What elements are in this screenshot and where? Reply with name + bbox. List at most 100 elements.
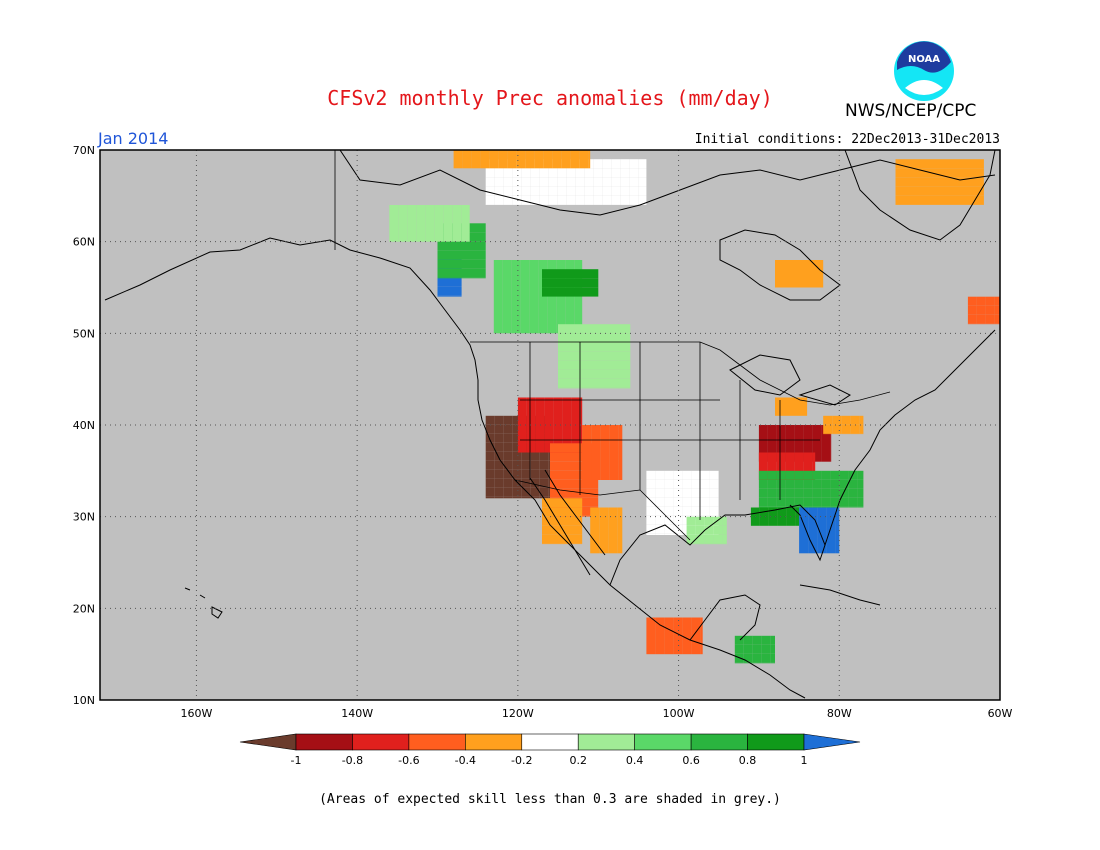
anomaly-cell bbox=[691, 644, 701, 654]
anomaly-cell bbox=[558, 351, 567, 361]
anomaly-cell bbox=[608, 507, 618, 517]
anomaly-cell bbox=[558, 369, 567, 379]
anomaly-cell bbox=[761, 635, 771, 645]
anomaly-cell bbox=[585, 387, 594, 389]
anomaly-cell bbox=[621, 369, 630, 379]
state-lines bbox=[520, 342, 820, 520]
anomaly-cell bbox=[567, 360, 576, 370]
anomaly-cell bbox=[602, 204, 612, 205]
anomaly-cell bbox=[502, 314, 512, 323]
anomaly-cell bbox=[526, 433, 536, 443]
anomaly-cell bbox=[494, 415, 504, 425]
anomaly-cell bbox=[559, 452, 568, 462]
anomaly-cell bbox=[566, 186, 576, 196]
anomaly-cell bbox=[570, 150, 580, 159]
anomaly-cell bbox=[664, 470, 674, 480]
anomaly-cell bbox=[841, 424, 851, 434]
anomaly-cell bbox=[967, 186, 977, 196]
anomaly-cell bbox=[949, 195, 959, 205]
anomaly-cell bbox=[803, 470, 813, 480]
anomaly-cell bbox=[700, 479, 710, 489]
anomaly-cell bbox=[502, 260, 512, 269]
anomaly-cell bbox=[521, 195, 531, 205]
anomaly-cell bbox=[673, 515, 683, 525]
anomaly-cell bbox=[493, 269, 503, 278]
anomaly-cell bbox=[577, 452, 586, 462]
anomaly-cell bbox=[482, 268, 486, 278]
anomaly-cell bbox=[551, 278, 560, 288]
anomaly-cell bbox=[976, 195, 984, 205]
anomaly-cell bbox=[560, 269, 569, 279]
anomaly-cell bbox=[559, 470, 568, 480]
anomaly-cell bbox=[593, 195, 603, 205]
anomaly-cell bbox=[443, 214, 453, 223]
anomaly-cell bbox=[594, 360, 603, 370]
anomaly-cell bbox=[793, 269, 802, 278]
anomaly-cell bbox=[976, 296, 986, 306]
anomaly-cell bbox=[578, 516, 583, 526]
anomaly-cell bbox=[542, 516, 551, 526]
anomaly-cell bbox=[895, 195, 905, 205]
anomaly-cell bbox=[502, 332, 512, 334]
anomaly-cell bbox=[590, 507, 600, 517]
anomaly-cell bbox=[673, 479, 683, 489]
anomaly-cell bbox=[811, 287, 820, 288]
anomaly-cell bbox=[552, 150, 562, 159]
anomaly-cell bbox=[664, 617, 674, 627]
anomaly-cell bbox=[539, 487, 549, 497]
anomaly-cell bbox=[578, 498, 583, 508]
anomaly-cell bbox=[553, 424, 563, 434]
anomaly-cell bbox=[544, 406, 554, 416]
colorbar-bin bbox=[577, 733, 635, 751]
anomaly-cell bbox=[571, 397, 581, 407]
anomaly-cell bbox=[695, 534, 705, 544]
anomaly-cell bbox=[940, 195, 950, 205]
anomaly-cell bbox=[967, 177, 977, 187]
anomaly-cell bbox=[682, 488, 692, 498]
anomaly-cell bbox=[407, 223, 417, 232]
anomaly-cell bbox=[461, 214, 470, 223]
anomaly-cell bbox=[758, 506, 768, 508]
anomaly-cell bbox=[461, 205, 470, 214]
anomaly-cell bbox=[691, 506, 701, 516]
anomaly-cell bbox=[511, 278, 521, 287]
anomaly-cell bbox=[985, 323, 995, 325]
anomaly-cell bbox=[799, 543, 809, 553]
anomaly-cell bbox=[416, 214, 426, 223]
anomaly-cell bbox=[832, 424, 842, 434]
anomaly-cell bbox=[629, 195, 639, 205]
anomaly-cell bbox=[553, 433, 563, 443]
anomaly-cell bbox=[461, 223, 470, 232]
anomaly-cell bbox=[511, 260, 521, 269]
anomaly-cell bbox=[821, 506, 831, 508]
anomaly-cell bbox=[485, 177, 495, 187]
anomaly-cell bbox=[455, 268, 465, 278]
latitude-tick-label: 20N bbox=[73, 602, 95, 615]
anomaly-cell bbox=[502, 296, 512, 305]
anomaly-cell bbox=[785, 443, 795, 452]
anomaly-cell bbox=[503, 186, 513, 196]
anomaly-cell bbox=[835, 516, 840, 526]
anomaly-cell bbox=[629, 159, 639, 169]
anomaly-cell bbox=[612, 351, 621, 361]
anomaly-cell bbox=[794, 497, 804, 507]
anomaly-cell bbox=[785, 452, 795, 462]
anomaly-cell bbox=[569, 516, 578, 526]
anomaly-cell bbox=[582, 461, 592, 470]
anomaly-cell bbox=[820, 260, 824, 269]
anomaly-cell bbox=[700, 470, 710, 480]
anomaly-cell bbox=[588, 150, 591, 159]
anomaly-cell bbox=[584, 195, 594, 205]
anomaly-cell bbox=[512, 460, 522, 470]
anomaly-cell bbox=[473, 232, 483, 242]
anomaly-cell bbox=[646, 506, 656, 516]
anomaly-cell bbox=[558, 360, 567, 370]
anomaly-cell bbox=[587, 296, 596, 297]
anomaly-cell bbox=[817, 507, 827, 517]
anomaly-cell bbox=[588, 159, 591, 168]
anomaly-cell bbox=[526, 415, 536, 425]
anomaly-cell bbox=[967, 168, 977, 178]
anomaly-cell bbox=[398, 214, 408, 223]
anomaly-cell bbox=[808, 507, 818, 517]
anomaly-cell bbox=[565, 305, 575, 314]
